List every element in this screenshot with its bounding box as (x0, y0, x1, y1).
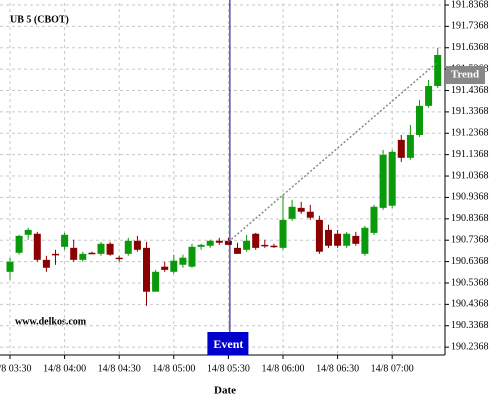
candle-body (170, 260, 178, 272)
candle-body (434, 54, 442, 86)
candle-body (252, 233, 260, 248)
x-tick-label: 14/8 04:00 (43, 363, 86, 374)
candle-body (406, 134, 414, 158)
candle-body (325, 229, 332, 246)
trend-line (227, 61, 439, 243)
y-tick-label: 191.0368 (451, 170, 489, 181)
candle-body (188, 246, 196, 267)
candle-body (397, 139, 405, 158)
x-axis-label: Date (214, 385, 236, 397)
candle-body (315, 219, 323, 252)
candle-body (179, 257, 187, 265)
candle-body (243, 240, 251, 250)
x-tick-label: 14/8 05:30 (207, 363, 250, 374)
chart-title: UB 5 (CBOT) (10, 14, 69, 25)
candle-body (133, 240, 141, 250)
watermark: www.delkos.com (15, 316, 87, 327)
y-tick-label: 190.8368 (451, 213, 489, 224)
y-tick-label: 190.6368 (451, 256, 489, 267)
candle-body (42, 259, 50, 268)
y-tick-label: 191.2368 (451, 128, 489, 139)
candle-body (33, 233, 41, 260)
y-tick-label: 191.3368 (451, 106, 489, 117)
y-tick-label: 190.4368 (451, 299, 489, 310)
candle-body (425, 85, 433, 106)
trend-label-box (446, 66, 485, 85)
candle-body (24, 229, 32, 235)
candle-body (52, 253, 59, 256)
candle-body (215, 240, 223, 243)
candle-body (334, 233, 342, 246)
candle-body (88, 252, 96, 255)
candle-body (97, 243, 105, 254)
x-tick-label: 14/8 06:00 (261, 363, 304, 374)
event-label-box (207, 332, 249, 355)
y-tick-label: 191.4368 (451, 85, 489, 96)
candle-body (270, 245, 278, 248)
x-tick-label: 14/8 03:30 (0, 363, 32, 374)
candle-body (288, 206, 296, 219)
y-tick-label: 190.9368 (451, 192, 489, 203)
candle-body (124, 240, 132, 254)
candle-body (388, 151, 396, 206)
candle-body (6, 261, 14, 272)
candle-body (416, 105, 423, 135)
x-tick-label: 14/8 07:00 (371, 363, 414, 374)
candle-body (15, 235, 23, 253)
candle-body (361, 227, 369, 254)
candle-body (115, 257, 123, 260)
x-tick-label: 14/8 05:00 (152, 363, 195, 374)
x-tick-label: 14/8 04:30 (98, 363, 141, 374)
candle-body (206, 240, 214, 246)
candle-body (161, 266, 169, 270)
candle-body (370, 206, 378, 233)
y-tick-label: 190.5368 (451, 277, 489, 288)
candle-body (152, 271, 160, 292)
y-tick-label: 191.7368 (451, 21, 489, 32)
trend-label: Trend (451, 69, 479, 81)
candle-body (70, 247, 78, 260)
candle-body (352, 235, 360, 244)
candle-body (261, 244, 269, 247)
y-tick-label: 191.6368 (451, 42, 489, 53)
candle-body (61, 234, 69, 247)
event-label: Event (213, 337, 243, 351)
candle-body (297, 207, 305, 212)
candle-body (379, 154, 387, 208)
y-tick-label: 191.1368 (451, 149, 489, 160)
candle-body (234, 247, 241, 254)
y-tick-label: 190.2368 (451, 341, 489, 352)
candle-body (343, 233, 351, 246)
candle-body (279, 219, 287, 248)
candle-body (143, 247, 150, 292)
candle-body (79, 253, 87, 260)
y-tick-label: 191.8368 (451, 0, 489, 10)
candle-body (197, 244, 205, 247)
candle-body (106, 243, 114, 255)
y-tick-label: 190.7368 (451, 235, 489, 246)
x-tick-label: 14/8 06:30 (316, 363, 359, 374)
y-tick-label: 190.3368 (451, 320, 489, 331)
candle-body (306, 211, 314, 218)
candle-body (224, 240, 232, 245)
